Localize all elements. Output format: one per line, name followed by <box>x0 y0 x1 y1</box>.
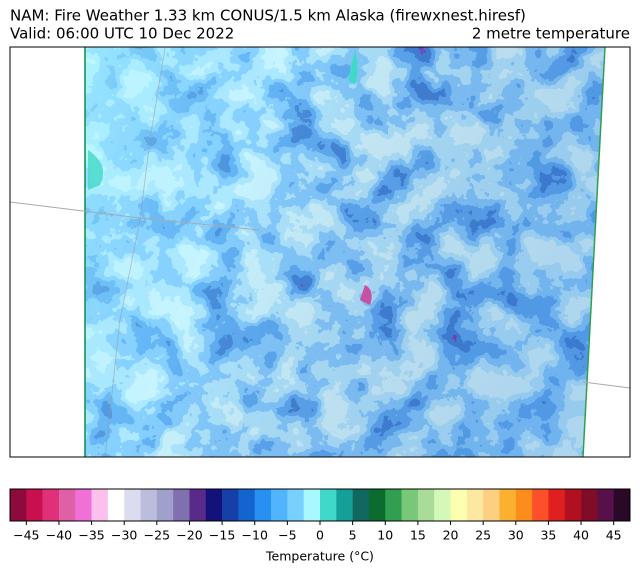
colorbar-box <box>564 489 582 521</box>
colorbar-box <box>10 489 27 521</box>
colorbar-box <box>450 489 468 521</box>
colorbar-box <box>303 489 321 521</box>
map <box>9 46 631 458</box>
colorbar-box <box>466 489 484 521</box>
map-frame <box>9 46 631 458</box>
colorbar-tick-label: 40 <box>573 528 589 543</box>
colorbar-tick-label: −25 <box>144 528 170 543</box>
colorbar-box <box>173 489 190 521</box>
colorbar-box <box>140 489 158 521</box>
colorbar-box <box>222 489 239 521</box>
colorbar-box <box>613 489 631 521</box>
colorbar-tick-label: 45 <box>606 528 622 543</box>
colorbar-box <box>352 489 370 521</box>
colorbar-box <box>287 489 304 521</box>
colorbar-box <box>417 489 435 521</box>
colorbar-tick-label: 30 <box>508 528 524 543</box>
colorbar-tick-label: −15 <box>209 528 235 543</box>
colorbar-tick-label: 0 <box>316 528 324 543</box>
colorbar-box <box>434 489 451 521</box>
colorbar-box <box>189 489 207 521</box>
field-name: 2 metre temperature <box>472 25 630 43</box>
colorbar-tick-label: 20 <box>443 528 459 543</box>
colorbar-tick-label: 5 <box>349 528 357 543</box>
colorbar-box <box>26 489 43 521</box>
colorbar-tick-label: −10 <box>242 528 268 543</box>
colorbar-box <box>581 489 598 521</box>
colorbar-box <box>320 489 337 521</box>
valid-time: Valid: 06:00 UTC 10 Dec 2022 <box>10 25 234 43</box>
colorbar-tick-label: 35 <box>540 528 556 543</box>
warm-patch <box>88 150 104 190</box>
colorbar-box <box>91 489 109 521</box>
colorbar-box <box>124 489 141 521</box>
colorbar-box <box>156 489 174 521</box>
colorbar-tick-label: −35 <box>78 528 104 543</box>
colorbar-tick-label: −20 <box>176 528 202 543</box>
colorbar-box <box>107 489 125 521</box>
colorbar-box <box>515 489 533 521</box>
colorbar-box <box>254 489 272 521</box>
title: NAM: Fire Weather 1.33 km CONUS/1.5 km A… <box>10 7 526 25</box>
colorbar-box <box>271 489 288 521</box>
colorbar-box <box>401 489 419 521</box>
colorbar-tick-label: −40 <box>46 528 72 543</box>
colorbar-box <box>532 489 549 521</box>
colorbar-box <box>336 489 353 521</box>
domain-edge <box>582 46 606 458</box>
colorbar-box <box>205 489 223 521</box>
boundary-line <box>104 47 166 458</box>
colorbar-box <box>483 489 500 521</box>
colorbar-label: Temperature (°C) <box>265 549 374 564</box>
colorbar-tick-label: 15 <box>410 528 426 543</box>
cold-patch <box>360 285 372 305</box>
shading <box>85 47 605 457</box>
colorbar-tick-label: −5 <box>278 528 296 543</box>
colorbar-box <box>58 489 76 521</box>
colorbar: −45 −40 −35 −30 −25 −20 −15 −10 −5 0 5 10 15 20 25 30 35… <box>9 488 631 543</box>
colorbar-tick-label: −45 <box>13 528 39 543</box>
colorbar-box <box>548 489 566 521</box>
colorbar-box <box>368 489 386 521</box>
colorbar-box <box>597 489 614 521</box>
colorbar-tick-label: 10 <box>377 528 393 543</box>
colorbar-box <box>238 489 256 521</box>
colorbar-box <box>42 489 60 521</box>
colorbar-box <box>75 489 92 521</box>
colorbar-tick-label: −30 <box>111 528 137 543</box>
warm-patch <box>348 50 358 85</box>
colorbar-box <box>385 489 402 521</box>
colorbar-box <box>499 489 517 521</box>
colorbar-tick-label: 25 <box>475 528 491 543</box>
boundary-line <box>582 381 631 389</box>
